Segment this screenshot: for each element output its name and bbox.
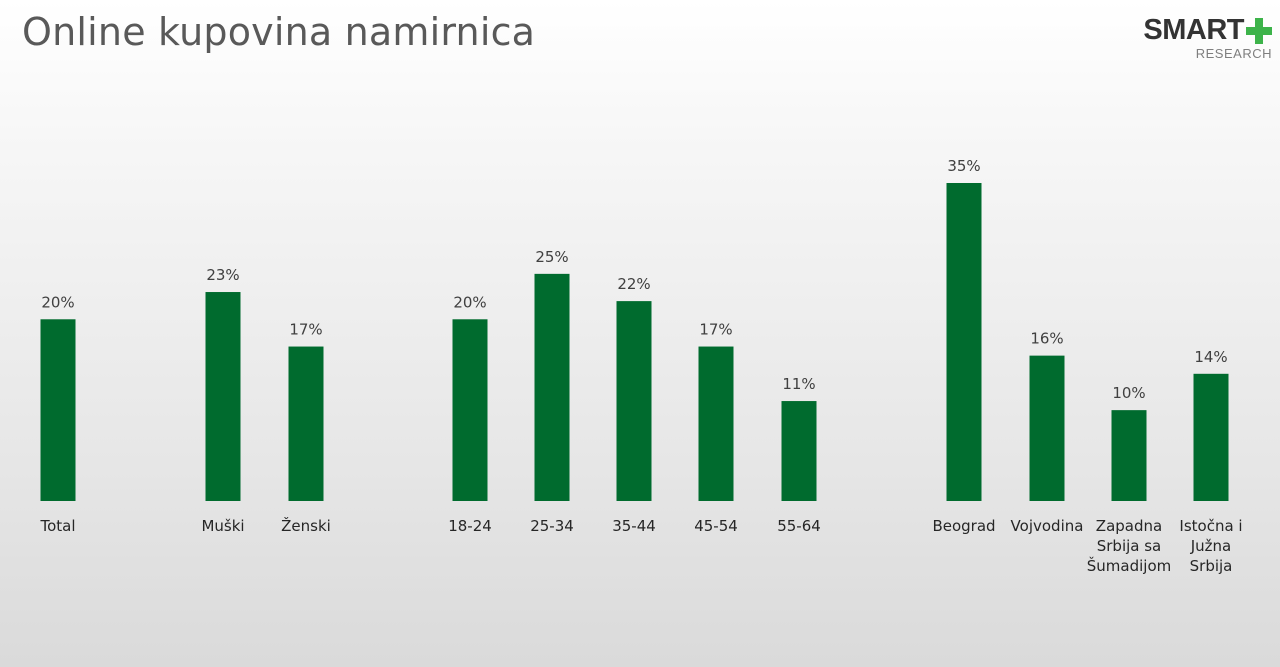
smart-research-logo: SMART RESEARCH [1130, 14, 1272, 66]
bar [534, 273, 570, 501]
data-label: 35% [947, 157, 980, 175]
data-label: 20% [41, 293, 74, 311]
data-label: 17% [699, 321, 732, 339]
category-label: 25-34 [530, 517, 574, 535]
data-label: 22% [617, 275, 650, 293]
data-label: 17% [289, 321, 322, 339]
bar [781, 401, 817, 501]
bar [452, 319, 488, 501]
data-label: 14% [1194, 348, 1227, 366]
data-label: 10% [1112, 384, 1145, 402]
bar [616, 301, 652, 501]
category-label: Vojvodina [1010, 517, 1084, 535]
category-label: 55-64 [777, 517, 821, 535]
data-label: 25% [535, 248, 568, 266]
data-label: 23% [206, 266, 239, 284]
plus-icon [1246, 18, 1272, 44]
bar [205, 292, 241, 501]
bar [1111, 410, 1147, 501]
category-label: 45-54 [694, 517, 738, 535]
data-label: 16% [1030, 330, 1063, 348]
bar [40, 319, 76, 501]
category-label: Istočna i Južna Srbija [1179, 517, 1243, 575]
bar [288, 346, 324, 501]
data-label: 11% [782, 375, 815, 393]
bar [698, 346, 734, 501]
logo-subtitle: RESEARCH [1195, 46, 1272, 61]
category-label: Muški [201, 517, 245, 535]
bar [1029, 355, 1065, 501]
category-label: Ženski [281, 517, 331, 535]
bar [1193, 373, 1229, 501]
category-label: Beograd [932, 517, 996, 535]
page-title: Online kupovina namirnica [22, 10, 536, 54]
logo-brand: SMART [1143, 14, 1244, 46]
category-label: 35-44 [612, 517, 656, 535]
bar [946, 183, 982, 501]
data-label: 20% [453, 293, 486, 311]
category-label: Total [40, 517, 76, 535]
category-label: Zapadna Srbija sa Šumadijom [1086, 517, 1172, 575]
category-label: 18-24 [448, 517, 492, 535]
